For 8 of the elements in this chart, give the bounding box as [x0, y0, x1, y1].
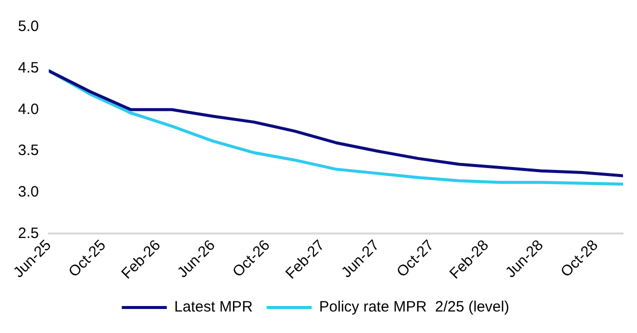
y-tick-label: 4.0 — [18, 100, 39, 118]
legend-label: Policy rate MPR 2/25 (level) — [319, 298, 510, 316]
y-tick-label: 2.5 — [18, 224, 39, 242]
y-tick-label: 3.0 — [18, 183, 39, 200]
y-tick-label: 4.5 — [18, 59, 39, 76]
legend-label: Latest MPR — [174, 298, 253, 316]
y-tick-label: 3.5 — [18, 142, 39, 160]
y-tick-label: 5.0 — [18, 18, 39, 36]
